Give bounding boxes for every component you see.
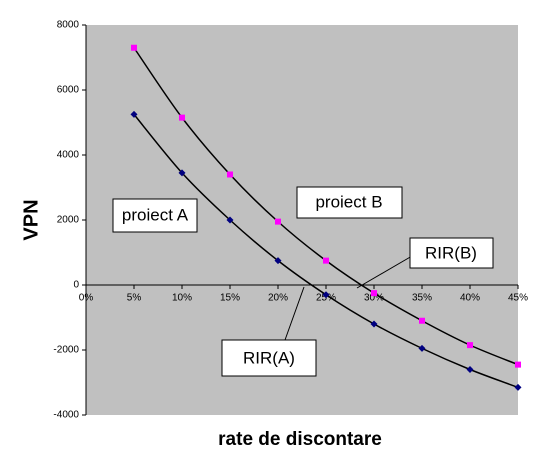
x-tick-label: 10% — [172, 293, 192, 304]
x-tick-label: 40% — [460, 293, 480, 304]
marks: -4000 -2000 0 2000 4000 6000 8000 0% 5% 10% 15% 20%… — [53, 20, 528, 421]
y-tick-label: -2000 — [53, 345, 79, 356]
annotation-box — [296, 186, 403, 219]
annotation-box — [221, 339, 317, 377]
x-tick-label: 30% — [364, 293, 384, 304]
annotation: proiect B — [315, 192, 382, 211]
annotation-box — [409, 237, 494, 269]
point — [514, 383, 522, 391]
point — [179, 114, 185, 121]
x-tick-label: 45% — [508, 293, 528, 304]
annotation: RIR(B) — [425, 243, 477, 262]
y-tick-label: 0 — [73, 280, 79, 291]
annotation: proiect A — [122, 205, 189, 224]
y-tick-label: 6000 — [57, 85, 80, 96]
x-tick-label: 20% — [268, 293, 288, 304]
point — [323, 257, 329, 264]
point — [370, 320, 378, 328]
leader-line — [284, 286, 305, 341]
point — [274, 257, 282, 265]
y-axis-title: VPN — [20, 199, 42, 240]
point — [275, 218, 281, 225]
point — [466, 366, 474, 373]
x-tick-label: 15% — [220, 293, 240, 304]
x-tick-label: 0% — [79, 293, 94, 304]
y-tick-label: 4000 — [57, 150, 80, 161]
annotation-box — [112, 198, 198, 233]
point — [418, 344, 426, 352]
annotation: RIR(A) — [243, 348, 295, 367]
x-tick-label: 5% — [127, 293, 142, 304]
point — [371, 290, 377, 297]
point — [322, 291, 330, 299]
point — [226, 216, 234, 224]
x-tick-label: 35% — [412, 293, 432, 304]
point — [131, 44, 137, 51]
point — [467, 342, 473, 349]
trend-line — [133, 47, 519, 366]
y-tick-label: -4000 — [53, 410, 79, 421]
point — [227, 171, 233, 178]
x-axis-title: rate de discontare — [218, 429, 382, 450]
point — [419, 317, 425, 324]
point — [515, 361, 521, 368]
y-tick-label: 2000 — [57, 215, 80, 226]
point — [130, 110, 138, 118]
y-tick-label: 8000 — [57, 20, 80, 31]
point — [178, 169, 186, 177]
leader-line — [356, 255, 413, 289]
